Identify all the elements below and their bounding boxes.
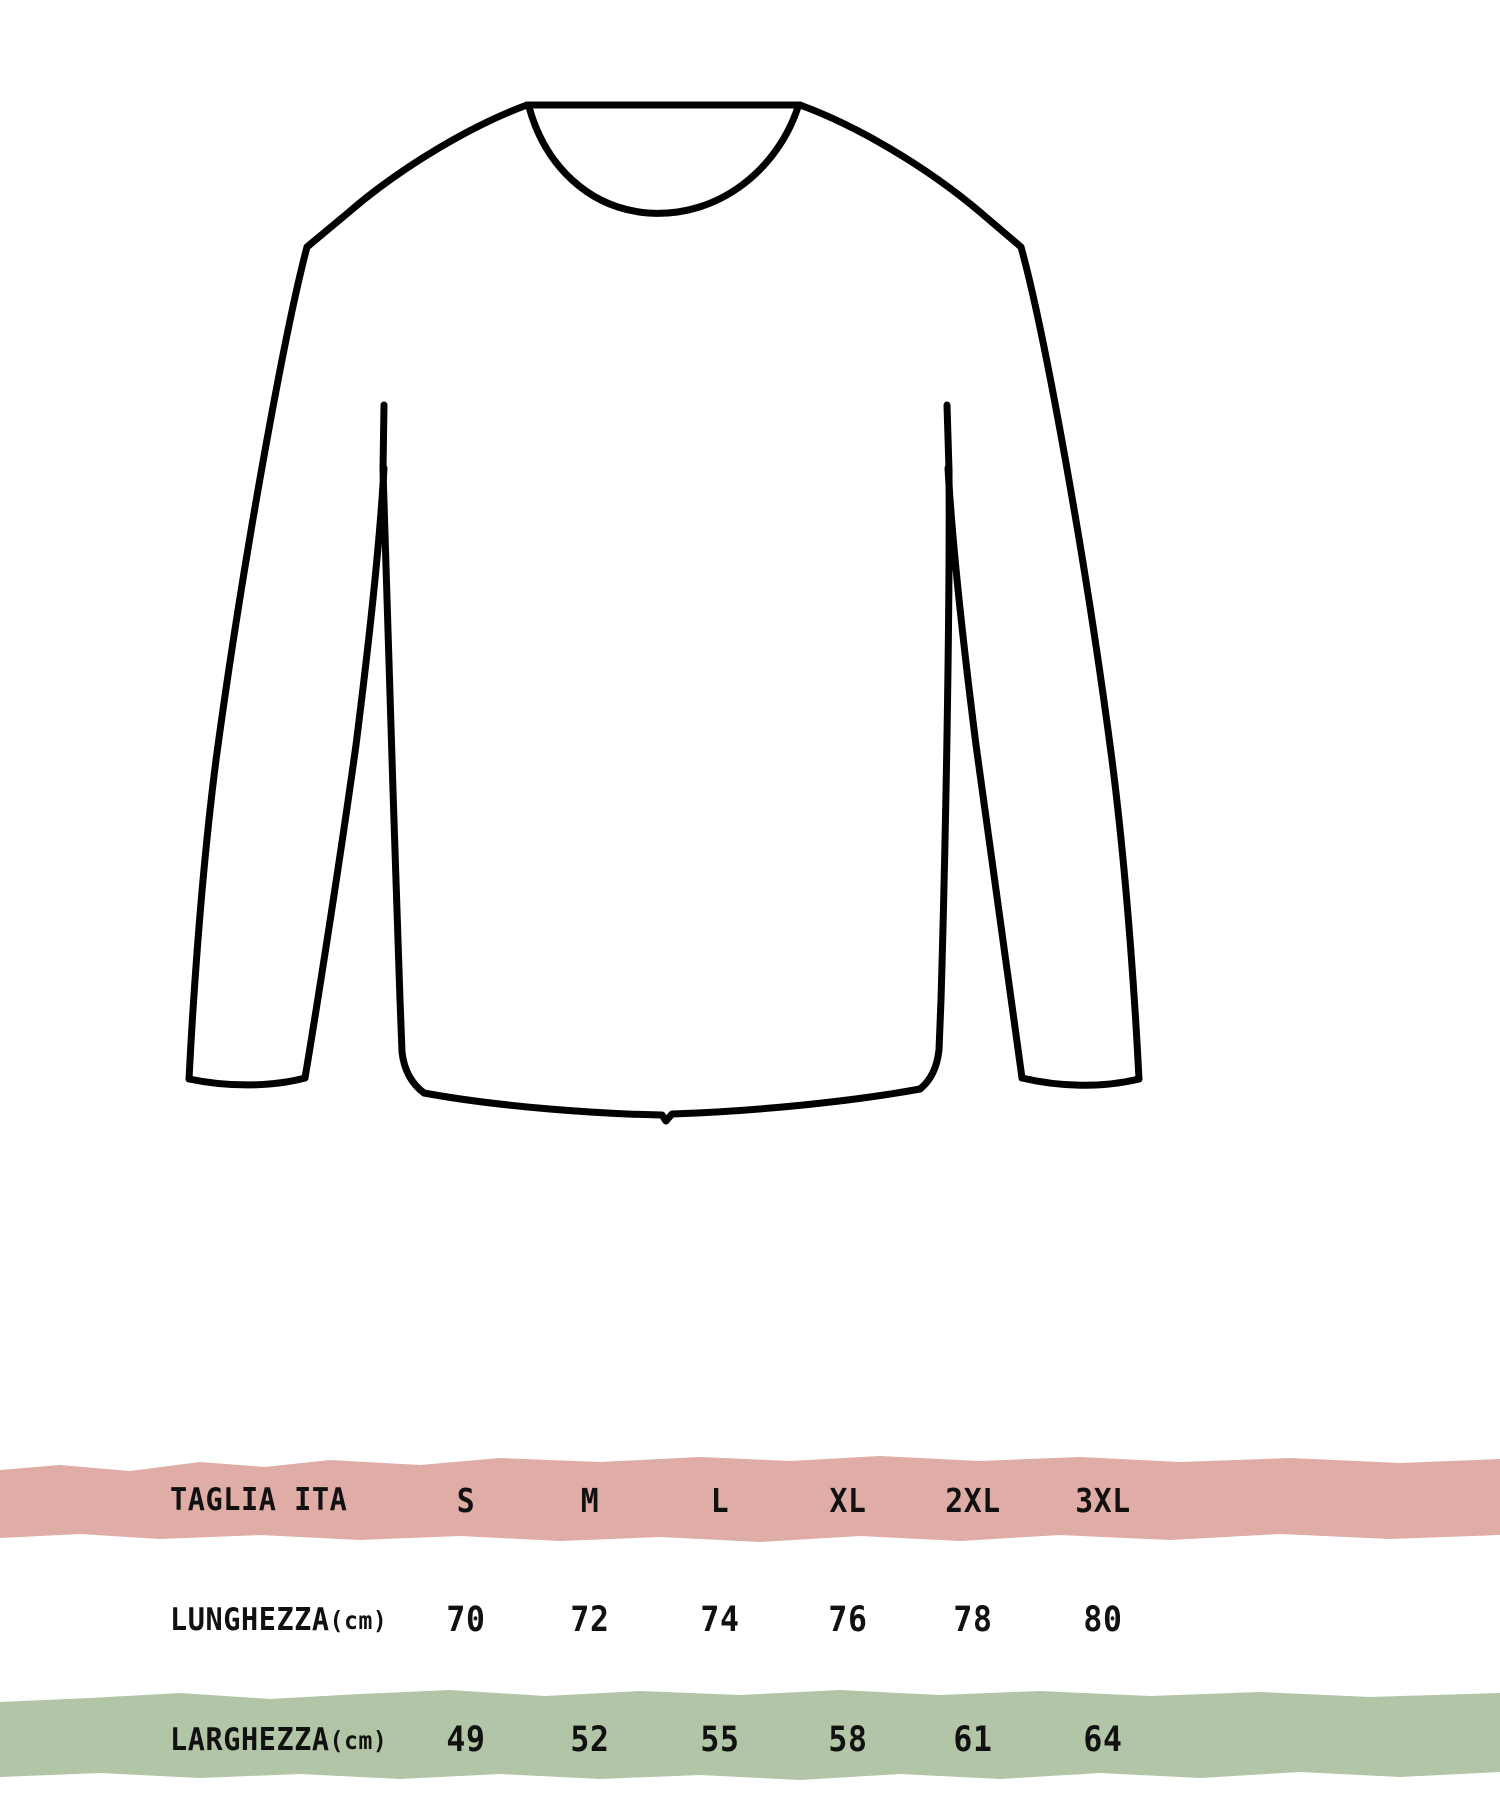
size-value-l: L	[710, 1480, 730, 1520]
right-sleeve-outer-edge	[1017, 243, 1143, 1083]
row-label-larghezza: LARGHEZZA (cm)	[170, 1680, 409, 1800]
length-value-l: 74	[700, 1600, 740, 1640]
right-hem-corner	[916, 1046, 943, 1093]
left-shoulder-line	[303, 101, 531, 251]
row-label-unit: (cm)	[329, 1605, 388, 1635]
green-paint-stroke	[0, 1690, 1500, 1780]
row-label-taglia: TAGLIA ITA	[170, 1440, 409, 1560]
footer-band-green	[0, 1680, 1500, 1800]
sweater-outline	[185, 101, 1143, 1125]
width-value-3xl: 64	[1083, 1720, 1123, 1760]
width-value-l: 55	[700, 1720, 740, 1760]
width-value-s: 49	[446, 1720, 486, 1760]
table-row: LUNGHEZZA (cm) 70 72 74 76 78 80	[0, 1560, 1500, 1680]
row-label-text: TAGLIA ITA	[170, 1482, 348, 1518]
row-label-lunghezza: LUNGHEZZA (cm)	[170, 1560, 409, 1680]
size-chart-table: TAGLIA ITA S M L XL 2XL 3XL LUNGHEZZA (cm…	[0, 1440, 1500, 1800]
header-band-pink	[0, 1440, 1500, 1560]
pink-paint-stroke	[0, 1456, 1500, 1542]
size-value-s: S	[456, 1480, 476, 1520]
bottom-hem	[420, 1085, 924, 1125]
right-sleeve-inner-edge	[944, 464, 1026, 1082]
size-value-3xl: 3XL	[1075, 1480, 1131, 1520]
row-label-text: LARGHEZZA	[170, 1722, 330, 1758]
table-row: TAGLIA ITA S M L XL 2XL 3XL	[0, 1440, 1500, 1560]
length-value-xl: 76	[828, 1600, 868, 1640]
left-sleeve-inner-edge	[301, 464, 388, 1082]
left-body-side-seam	[379, 401, 406, 1056]
size-value-m: M	[580, 1480, 600, 1520]
length-value-m: 72	[570, 1600, 610, 1640]
width-value-xl: 58	[828, 1720, 868, 1760]
length-value-s: 70	[446, 1600, 486, 1640]
width-value-2xl: 61	[953, 1720, 993, 1760]
garment-illustration	[185, 101, 1143, 1125]
size-value-xl: XL	[829, 1480, 867, 1520]
width-value-m: 52	[570, 1720, 610, 1760]
right-cuff-hem	[1018, 1074, 1143, 1089]
length-value-3xl: 80	[1083, 1600, 1123, 1640]
left-cuff-hem	[185, 1074, 309, 1089]
length-value-2xl: 78	[953, 1600, 993, 1640]
row-label-text: LUNGHEZZA	[170, 1602, 330, 1638]
size-value-2xl: 2XL	[945, 1480, 1001, 1520]
left-hem-corner	[398, 1048, 428, 1097]
left-sleeve-outer-edge	[185, 243, 311, 1083]
right-shoulder-line	[796, 101, 1025, 251]
neckline-curve	[525, 103, 802, 217]
table-row: LARGHEZZA (cm) 49 52 55 58 61 64	[0, 1680, 1500, 1800]
row-label-unit: (cm)	[329, 1725, 388, 1755]
